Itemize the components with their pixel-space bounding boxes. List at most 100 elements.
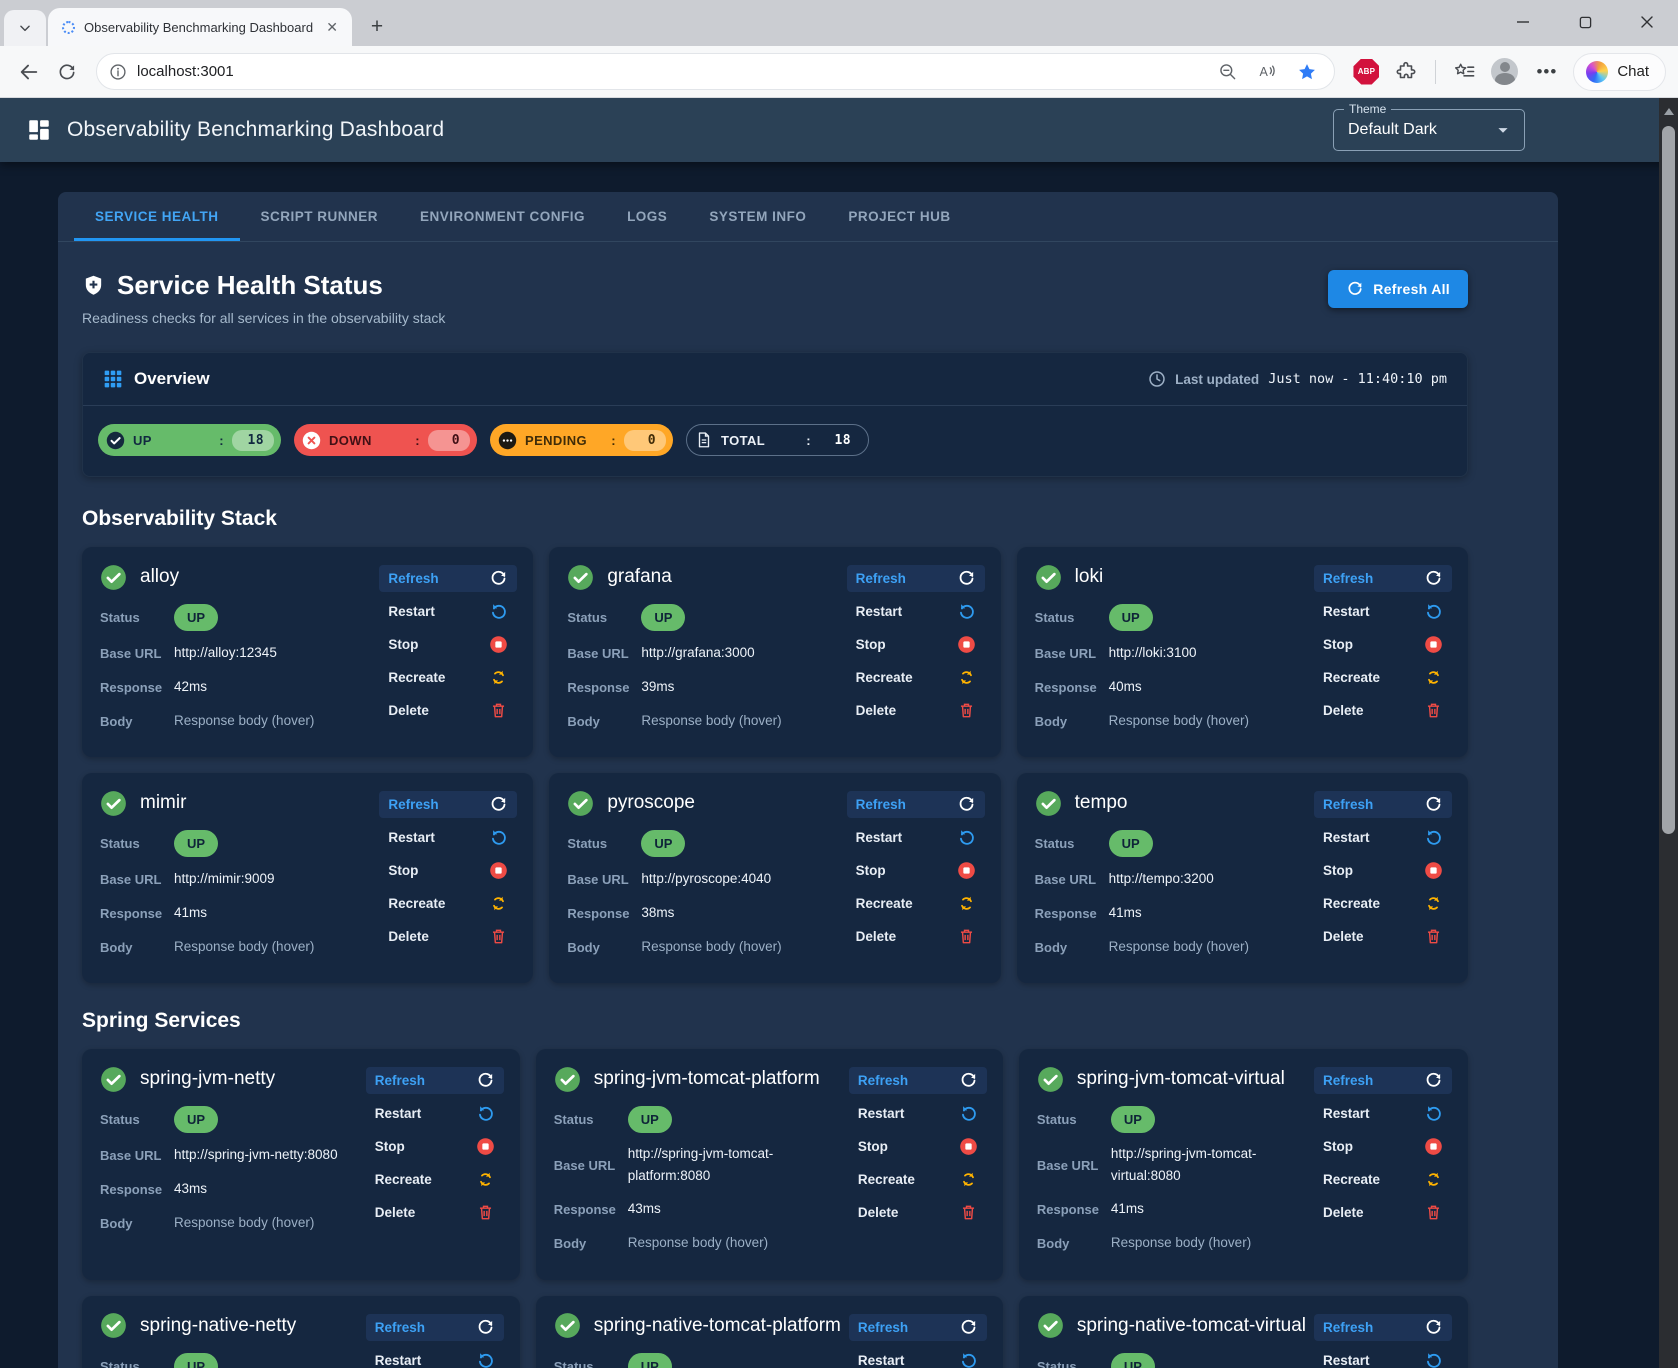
new-tab-button[interactable]: + — [362, 12, 392, 42]
stop-action[interactable]: Stop — [849, 1133, 987, 1160]
refresh-action[interactable]: Refresh — [847, 791, 985, 818]
recreate-action[interactable]: Recreate — [379, 890, 517, 917]
profile-avatar[interactable] — [1491, 58, 1518, 85]
browser-tab[interactable]: Observability Benchmarking Dashboard ✕ — [48, 8, 352, 46]
recreate-action[interactable]: Recreate — [1314, 1166, 1452, 1193]
body-label: Body — [100, 1216, 174, 1231]
body-value[interactable]: Response body (hover) — [174, 1212, 314, 1234]
body-value[interactable]: Response body (hover) — [1109, 710, 1249, 732]
restart-action[interactable]: Restart — [847, 824, 985, 851]
theme-select[interactable]: Theme Default Dark — [1333, 109, 1525, 151]
refresh-icon — [1424, 569, 1443, 588]
tab-logs[interactable]: LOGS — [606, 192, 688, 241]
restart-action[interactable]: Restart — [379, 598, 517, 625]
restart-action[interactable]: Restart — [366, 1100, 504, 1127]
restart-action[interactable]: Restart — [1314, 1100, 1452, 1127]
back-button[interactable] — [12, 55, 46, 89]
recreate-action[interactable]: Recreate — [366, 1166, 504, 1193]
body-value[interactable]: Response body (hover) — [1109, 936, 1249, 958]
recreate-action[interactable]: Recreate — [1314, 664, 1452, 691]
tab-close-icon[interactable]: ✕ — [322, 19, 342, 36]
zoom-out-icon[interactable] — [1213, 62, 1242, 81]
tab-script-runner[interactable]: SCRIPT RUNNER — [240, 192, 400, 241]
body-value[interactable]: Response body (hover) — [641, 936, 781, 958]
delete-action[interactable]: Delete — [849, 1199, 987, 1226]
delete-action[interactable]: Delete — [1314, 697, 1452, 724]
recreate-action[interactable]: Recreate — [847, 664, 985, 691]
refresh-action[interactable]: Refresh — [1314, 791, 1452, 818]
restart-action[interactable]: Restart — [1314, 1347, 1452, 1368]
delete-action[interactable]: Delete — [379, 697, 517, 724]
body-value[interactable]: Response body (hover) — [628, 1232, 768, 1254]
tab-project-hub[interactable]: PROJECT HUB — [827, 192, 971, 241]
refresh-action[interactable]: Refresh — [847, 565, 985, 592]
base-url-label: Base URL — [1037, 1158, 1111, 1173]
tab-service-health[interactable]: SERVICE HEALTH — [74, 192, 240, 241]
refresh-action[interactable]: Refresh — [849, 1067, 987, 1094]
restart-action[interactable]: Restart — [1314, 824, 1452, 851]
settings-more-icon[interactable]: ••• — [1528, 62, 1565, 82]
body-value[interactable]: Response body (hover) — [174, 936, 314, 958]
extension-puzzle-icon[interactable] — [1389, 60, 1423, 84]
read-aloud-icon[interactable]: A — [1252, 62, 1282, 82]
delete-action[interactable]: Delete — [1314, 923, 1452, 950]
card-actions: Refresh Restart Stop Recreate Delete — [379, 789, 517, 969]
refresh-action[interactable]: Refresh — [379, 791, 517, 818]
recreate-action[interactable]: Recreate — [379, 664, 517, 691]
delete-action[interactable]: Delete — [366, 1199, 504, 1226]
delete-action[interactable]: Delete — [379, 923, 517, 950]
recreate-action[interactable]: Recreate — [849, 1166, 987, 1193]
recreate-sync-icon — [489, 894, 508, 913]
address-bar[interactable]: localhost:3001 A — [96, 53, 1335, 90]
stop-action[interactable]: Stop — [1314, 631, 1452, 658]
page-scrollbar[interactable] — [1659, 98, 1678, 1368]
refresh-action[interactable]: Refresh — [849, 1314, 987, 1341]
delete-action[interactable]: Delete — [847, 697, 985, 724]
url-text[interactable]: localhost:3001 — [137, 63, 1203, 80]
recreate-action[interactable]: Recreate — [1314, 890, 1452, 917]
scrollbar-up-arrow[interactable] — [1659, 98, 1678, 124]
restart-action[interactable]: Restart — [849, 1347, 987, 1368]
body-value[interactable]: Response body (hover) — [174, 710, 314, 732]
delete-action[interactable]: Delete — [847, 923, 985, 950]
refresh-action[interactable]: Refresh — [1314, 1067, 1452, 1094]
stop-action[interactable]: Stop — [847, 631, 985, 658]
body-value[interactable]: Response body (hover) — [1111, 1232, 1251, 1254]
refresh-action[interactable]: Refresh — [366, 1067, 504, 1094]
stop-action[interactable]: Stop — [366, 1133, 504, 1160]
restart-action[interactable]: Restart — [1314, 598, 1452, 625]
scrollbar-thumb[interactable] — [1662, 126, 1675, 834]
tab-search-button[interactable] — [4, 10, 46, 46]
collections-icon[interactable] — [1448, 60, 1481, 83]
stop-action[interactable]: Stop — [847, 857, 985, 884]
close-window-button[interactable] — [1616, 0, 1678, 44]
delete-action[interactable]: Delete — [1314, 1199, 1452, 1226]
body-value[interactable]: Response body (hover) — [641, 710, 781, 732]
refresh-action[interactable]: Refresh — [366, 1314, 504, 1341]
copilot-chat-button[interactable]: Chat — [1573, 53, 1666, 91]
tab-environment-config[interactable]: ENVIRONMENT CONFIG — [399, 192, 606, 241]
refresh-action[interactable]: Refresh — [1314, 565, 1452, 592]
maximize-button[interactable] — [1554, 0, 1616, 44]
refresh-all-label: Refresh All — [1373, 281, 1450, 297]
restart-action[interactable]: Restart — [366, 1347, 504, 1368]
refresh-action[interactable]: Refresh — [379, 565, 517, 592]
tab-system-info[interactable]: SYSTEM INFO — [688, 192, 827, 241]
stop-action[interactable]: Stop — [379, 857, 517, 884]
stop-action[interactable]: Stop — [379, 631, 517, 658]
minimize-button[interactable] — [1492, 0, 1554, 44]
card-actions: Refresh Restart Stop Recreate Delete — [1314, 1065, 1452, 1266]
refresh-action[interactable]: Refresh — [1314, 1314, 1452, 1341]
restart-action[interactable]: Restart — [849, 1100, 987, 1127]
recreate-action[interactable]: Recreate — [847, 890, 985, 917]
stop-action[interactable]: Stop — [1314, 1133, 1452, 1160]
favorite-star-icon[interactable] — [1292, 62, 1322, 82]
site-info-icon[interactable] — [109, 63, 127, 81]
service-card: pyroscope Status UP Base URL http://pyro… — [549, 773, 1000, 983]
adblock-abp-icon[interactable]: ABP — [1353, 59, 1379, 85]
restart-action[interactable]: Restart — [379, 824, 517, 851]
stop-action[interactable]: Stop — [1314, 857, 1452, 884]
refresh-all-button[interactable]: Refresh All — [1328, 270, 1468, 308]
restart-action[interactable]: Restart — [847, 598, 985, 625]
reload-button[interactable] — [50, 55, 84, 89]
